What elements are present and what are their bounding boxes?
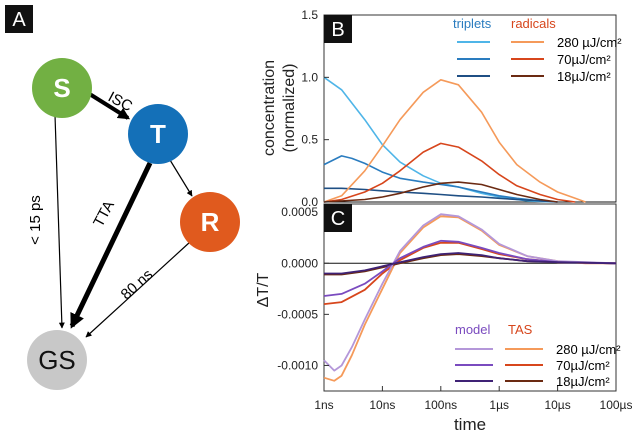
- node-t: [128, 104, 188, 164]
- tick-label: 0.0005: [281, 205, 318, 219]
- tick-label: -0.0005: [277, 307, 318, 321]
- edge-label-s-gs: < 15 ps: [27, 195, 44, 245]
- tick-label: 0.0000: [281, 256, 318, 270]
- tick-label: 0.5: [301, 133, 318, 147]
- chart-b-yticks: 0.0 0.5 1.0 1.5: [301, 8, 329, 209]
- series-TAS-radical_18: [324, 253, 617, 276]
- legend-c-tas: TAS: [508, 322, 533, 337]
- legend-c-row-18: 18µJ/cm²: [556, 374, 610, 389]
- edge-r-gs: [85, 241, 191, 338]
- panel-label-c-box: [324, 204, 352, 232]
- tick-label: 1µs: [489, 398, 509, 412]
- edge-label-isc: ISC: [105, 89, 135, 116]
- tick-label: -0.0010: [277, 358, 318, 372]
- tick-label: 1.5: [301, 8, 318, 22]
- chart-c-xlabel: time: [454, 415, 486, 434]
- node-s: [32, 58, 92, 118]
- legend-c-row-280: 280 µJ/cm²: [556, 342, 621, 357]
- node-t-label: T: [150, 119, 166, 149]
- series-radicals-radical_18: [323, 181, 558, 203]
- diagram-panel: A ISC < 15 ps TTA 80 ns S T R GS: [5, 5, 240, 390]
- chart-c-frame: [323, 203, 617, 392]
- edge-s-t: [86, 91, 131, 120]
- tick-label: 1ns: [314, 398, 333, 412]
- legend-c-row-70: 70µJ/cm²: [556, 358, 610, 373]
- tick-label: 0.0: [301, 195, 318, 209]
- edge-label-r-gs: 80 ns: [118, 266, 157, 303]
- node-r-label: R: [201, 207, 220, 237]
- tick-label: 100µs: [600, 398, 632, 412]
- series-model-model_18: [324, 252, 617, 275]
- chart-b-ylabel-line2: (normalized): [281, 64, 298, 153]
- chart-b-ylabel-line1: concentration: [261, 60, 278, 156]
- chart-b-legend: triplets radicals 280 µJ/cm² 70µJ/cm² 18…: [453, 16, 622, 84]
- tick-label: 1.0: [301, 70, 318, 84]
- panel-label-b: B: [331, 19, 344, 41]
- node-r: [180, 192, 240, 252]
- panel-label-a-box: [5, 5, 33, 33]
- legend-c-model: model: [455, 322, 491, 337]
- legend-b-row-70: 70µJ/cm²: [557, 52, 611, 67]
- series-model-model_70: [323, 239, 617, 297]
- series-triplets-triplet_18: [324, 187, 558, 203]
- node-gs: [27, 330, 87, 390]
- series-model-model_280: [323, 213, 617, 372]
- legend-b-radicals: radicals: [511, 16, 556, 31]
- tick-label: 10ns: [369, 398, 395, 412]
- chart-c-yticks: 0.0005 0.0000 -0.0005 -0.0010: [277, 205, 329, 372]
- tick-label: 100ns: [424, 398, 457, 412]
- node-s-label: S: [53, 73, 70, 103]
- legend-b-row-280: 280 µJ/cm²: [557, 35, 622, 50]
- panel-label-b-box: [324, 15, 352, 43]
- legend-b-triplets: triplets: [453, 16, 492, 31]
- edge-s-gs: [54, 114, 65, 329]
- node-gs-label: GS: [38, 345, 76, 375]
- series-radicals-radical_70: [323, 142, 576, 203]
- panel-label-c: C: [331, 208, 345, 230]
- series-TAS-radical_70: [323, 241, 617, 305]
- edge-t-gs: [69, 161, 153, 329]
- chart-b: 0.00.51.01.5 concentration (normalized) …: [261, 8, 622, 209]
- series-radicals-radical_280: [323, 79, 586, 203]
- edge-t-r: [169, 159, 193, 197]
- chart-b-series: [323, 76, 586, 203]
- chart-c-series: [323, 213, 617, 382]
- chart-c-ylabel: ΔT/T: [255, 272, 272, 307]
- panel-label-a: A: [12, 9, 26, 31]
- tick-label: 10µs: [544, 398, 570, 412]
- series-triplets-triplet_70: [323, 155, 558, 203]
- chart-c-xticks: 1ns 10ns 100ns 1µs 10µs 100µs: [314, 386, 632, 412]
- edge-label-tta: TTA: [90, 198, 118, 230]
- chart-c-legend: model TAS 280 µJ/cm² 70µJ/cm² 18µJ/cm²: [455, 322, 621, 389]
- legend-b-row-18: 18µJ/cm²: [557, 69, 611, 84]
